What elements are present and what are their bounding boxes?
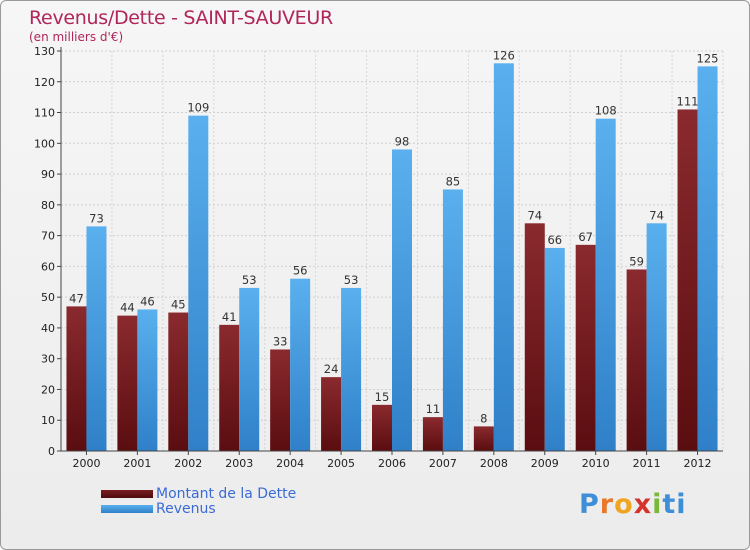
bar-revenue	[544, 247, 565, 451]
data-label-revenue: 109	[187, 101, 209, 115]
bar-revenue	[595, 118, 616, 451]
data-label-debt: 67	[578, 230, 593, 244]
x-tick-label: 2005	[327, 457, 355, 470]
y-tick-label: 90	[41, 168, 55, 181]
data-label-debt: 47	[69, 291, 84, 305]
data-label-revenue: 74	[649, 208, 664, 222]
x-tick-label: 2011	[633, 457, 661, 470]
bar-revenue	[188, 115, 209, 451]
x-tick-label: 2004	[276, 457, 304, 470]
bar-revenue	[697, 66, 718, 451]
x-tick-label: 2001	[123, 457, 151, 470]
x-tick-label: 2006	[378, 457, 406, 470]
data-label-debt: 15	[375, 390, 390, 404]
x-tick-label: 2002	[174, 457, 202, 470]
legend-swatch-revenue	[101, 505, 153, 513]
y-tick-label: 10	[41, 414, 55, 427]
data-label-debt: 33	[273, 334, 288, 348]
x-tick-label: 2012	[684, 457, 712, 470]
bar-revenue	[341, 287, 362, 451]
bar-debt	[219, 324, 240, 451]
bar-revenue	[442, 189, 463, 451]
data-label-revenue: 46	[140, 294, 155, 308]
x-tick-label: 2007	[429, 457, 457, 470]
bar-debt	[66, 306, 87, 451]
bar-debt	[168, 312, 189, 451]
y-tick-label: 130	[34, 45, 55, 58]
data-label-revenue: 53	[344, 273, 359, 287]
x-tick-label: 2010	[582, 457, 610, 470]
y-tick-label: 30	[41, 353, 55, 366]
x-tick-label: 2009	[531, 457, 559, 470]
y-tick-label: 70	[41, 230, 55, 243]
data-label-debt: 45	[171, 298, 186, 312]
data-label-revenue: 66	[547, 233, 562, 247]
bar-revenue	[646, 223, 667, 451]
data-label-revenue: 98	[395, 134, 410, 148]
data-label-revenue: 73	[89, 211, 104, 225]
legend-label-revenue: Revenus	[156, 501, 216, 517]
data-label-revenue: 85	[446, 174, 461, 188]
data-label-debt: 74	[527, 208, 542, 222]
bar-debt	[117, 315, 138, 451]
y-tick-label: 60	[41, 260, 55, 273]
data-label-revenue: 53	[242, 273, 257, 287]
data-label-debt: 8	[480, 411, 487, 425]
y-tick-label: 40	[41, 322, 55, 335]
bar-revenue	[493, 63, 514, 452]
bar-revenue	[392, 149, 412, 451]
data-label-revenue: 56	[293, 264, 308, 278]
data-label-revenue: 108	[595, 104, 617, 118]
bar-revenue	[290, 278, 311, 451]
data-label-revenue: 125	[697, 51, 719, 65]
bar-debt	[372, 404, 392, 451]
x-tick-label: 2000	[72, 457, 100, 470]
bar-revenue	[86, 226, 107, 451]
chart-subtitle: (en milliers d'€)	[29, 30, 124, 44]
y-tick-label: 100	[34, 137, 55, 150]
data-label-debt: 59	[629, 254, 644, 268]
bar-debt	[575, 244, 596, 451]
bar-debt	[473, 426, 494, 451]
bar-debt	[270, 349, 291, 451]
data-label-revenue: 126	[493, 48, 515, 62]
bar-debt	[524, 223, 545, 451]
x-tick-label: 2008	[480, 457, 508, 470]
bar-debt	[321, 377, 342, 451]
y-tick-label: 120	[34, 76, 55, 89]
chart-title: Revenus/Dette - SAINT-SAUVEUR	[29, 7, 333, 29]
y-tick-label: 0	[48, 445, 55, 458]
data-label-debt: 111	[677, 94, 699, 108]
proxiti-logo: Proxiti	[579, 489, 687, 520]
bar-revenue	[137, 309, 158, 451]
data-label-debt: 11	[426, 402, 441, 416]
y-tick-label: 20	[41, 383, 55, 396]
data-label-debt: 44	[120, 301, 135, 315]
data-label-debt: 41	[222, 310, 237, 324]
legend-swatch-debt	[101, 490, 153, 498]
bar-debt	[626, 269, 647, 451]
legend-label-debt: Montant de la Dette	[156, 486, 297, 502]
data-label-debt: 24	[324, 362, 339, 376]
y-tick-label: 50	[41, 291, 55, 304]
y-tick-label: 110	[34, 107, 55, 120]
bar-revenue	[239, 287, 260, 451]
bar-debt	[422, 417, 443, 451]
bar-debt	[677, 109, 698, 451]
y-tick-label: 80	[41, 199, 55, 212]
x-tick-label: 2003	[225, 457, 253, 470]
